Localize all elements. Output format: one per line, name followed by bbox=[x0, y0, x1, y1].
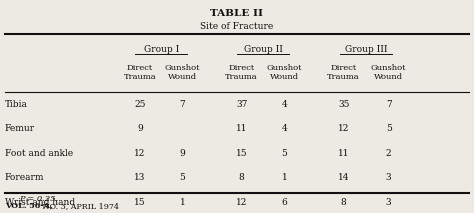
Text: 11: 11 bbox=[236, 124, 247, 133]
Text: 2: 2 bbox=[386, 149, 392, 158]
Text: 4: 4 bbox=[282, 124, 287, 133]
Text: 1: 1 bbox=[282, 173, 287, 182]
Text: Wrist and hand: Wrist and hand bbox=[5, 198, 75, 207]
Text: 7: 7 bbox=[386, 100, 392, 109]
Text: 1: 1 bbox=[180, 198, 185, 207]
Text: Forearm: Forearm bbox=[5, 173, 44, 182]
Text: 9: 9 bbox=[180, 149, 185, 158]
Text: Gunshot
Wound: Gunshot Wound bbox=[371, 64, 406, 81]
Text: 3: 3 bbox=[386, 173, 392, 182]
Text: 8: 8 bbox=[239, 173, 245, 182]
Text: Direct
Trauma: Direct Trauma bbox=[328, 64, 360, 81]
Text: 15: 15 bbox=[134, 198, 146, 207]
Text: 25: 25 bbox=[134, 100, 146, 109]
Text: 15: 15 bbox=[236, 149, 247, 158]
Text: NO. 3, APRIL 1974: NO. 3, APRIL 1974 bbox=[40, 202, 119, 210]
Text: Site of Fracture: Site of Fracture bbox=[201, 22, 273, 31]
Text: 4: 4 bbox=[282, 100, 287, 109]
Text: Foot and ankle: Foot and ankle bbox=[5, 149, 73, 158]
Text: Direct
Trauma: Direct Trauma bbox=[226, 64, 258, 81]
Text: P = 0.25.: P = 0.25. bbox=[19, 194, 58, 203]
Text: 11: 11 bbox=[338, 149, 349, 158]
Text: 35: 35 bbox=[338, 100, 349, 109]
Text: Group II: Group II bbox=[244, 45, 283, 54]
Text: Tibia: Tibia bbox=[5, 100, 27, 109]
Text: Gunshot
Wound: Gunshot Wound bbox=[267, 64, 302, 81]
Text: Gunshot
Wound: Gunshot Wound bbox=[165, 64, 200, 81]
Text: 5: 5 bbox=[180, 173, 185, 182]
Text: 13: 13 bbox=[134, 173, 146, 182]
Text: 12: 12 bbox=[338, 124, 349, 133]
Text: 3: 3 bbox=[386, 198, 392, 207]
Text: 5: 5 bbox=[282, 149, 287, 158]
Text: 6: 6 bbox=[282, 198, 287, 207]
Text: 7: 7 bbox=[180, 100, 185, 109]
Text: Group III: Group III bbox=[345, 45, 388, 54]
Text: Direct
Trauma: Direct Trauma bbox=[124, 64, 156, 81]
Text: VOL. 56-A,: VOL. 56-A, bbox=[5, 202, 52, 210]
Text: TABLE II: TABLE II bbox=[210, 9, 264, 17]
Text: 12: 12 bbox=[236, 198, 247, 207]
Text: 12: 12 bbox=[134, 149, 146, 158]
Text: Group I: Group I bbox=[144, 45, 179, 54]
Text: 37: 37 bbox=[236, 100, 247, 109]
Text: 14: 14 bbox=[338, 173, 349, 182]
Text: 9: 9 bbox=[137, 124, 143, 133]
Text: Femur: Femur bbox=[5, 124, 35, 133]
Text: 8: 8 bbox=[341, 198, 346, 207]
Text: 5: 5 bbox=[386, 124, 392, 133]
